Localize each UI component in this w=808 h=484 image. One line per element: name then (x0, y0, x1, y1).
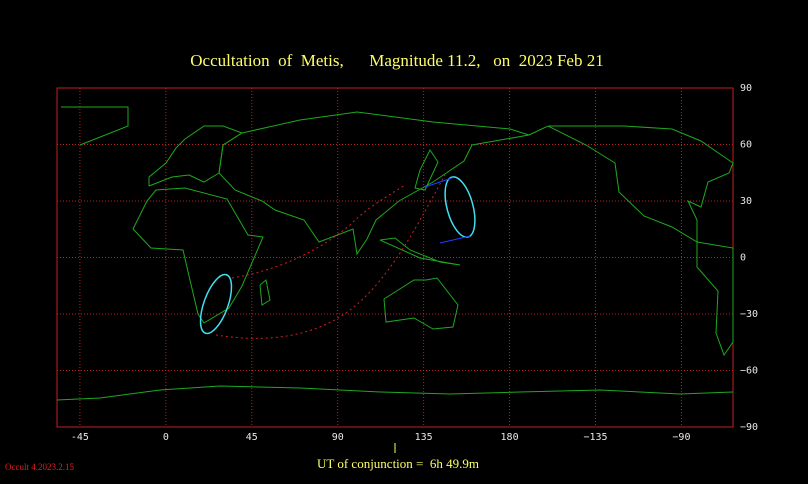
x-tick-label: -45 (71, 432, 89, 443)
y-tick-label: 30 (740, 196, 752, 207)
occultation-path (199, 174, 476, 339)
x-tick-label: 90 (332, 432, 344, 443)
y-tick-label: 0 (740, 253, 746, 264)
grid (57, 87, 733, 428)
version-label: Occult 4.2023.2.15 (5, 462, 74, 472)
y-tick-label: −30 (740, 309, 758, 320)
x-tick-label: 45 (246, 432, 258, 443)
map-frame (56, 87, 734, 428)
x-tick-label: 0 (163, 432, 169, 443)
x-tick-label: 180 (501, 432, 519, 443)
y-tick-label: −90 (740, 422, 758, 433)
coastlines (56, 106, 734, 401)
x-tick-label: 135 (415, 432, 433, 443)
chart-title: Occultation of Metis, Magnitude 11.2, on… (190, 51, 603, 70)
y-tick-label: 60 (740, 140, 752, 151)
y-tick-label: −60 (740, 366, 758, 377)
x-tick-label: −135 (583, 432, 607, 443)
conjunction-note: UT of conjunction = 6h 49.9m (317, 456, 479, 471)
x-tick-label: −90 (672, 432, 690, 443)
y-tick-label: 90 (740, 83, 752, 94)
